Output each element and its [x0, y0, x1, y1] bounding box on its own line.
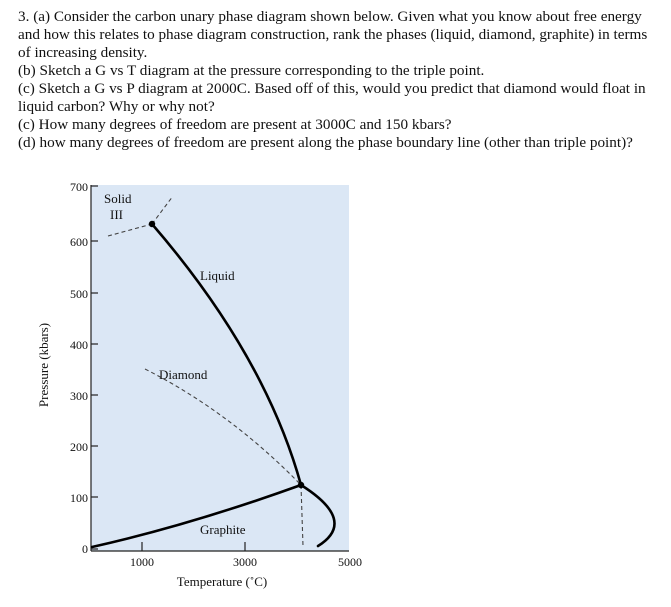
x-axis-label: Temperature (˚C) [177, 574, 267, 589]
y-tick-label-700: 700 [70, 180, 88, 194]
question-part-c2: (c) How many degrees of freedom are pres… [18, 116, 452, 133]
y-axis-label: Pressure (kbars) [36, 323, 51, 407]
y-tick-label-100: 100 [70, 491, 88, 505]
region-label-solid-iii: III [110, 207, 123, 222]
x-tick-label-3000: 3000 [233, 555, 257, 569]
question-part-a: 3. (a) Consider the carbon unary phase d… [18, 8, 648, 61]
question-part-d: (d) how many degrees of freedom are pres… [18, 134, 633, 151]
question-part-b: (b) Sketch a G vs T diagram at the press… [18, 62, 485, 79]
region-label-graphite: Graphite [200, 522, 246, 537]
y-tick-label-400: 400 [70, 338, 88, 352]
solid-iii-upper-boundary [151, 195, 174, 225]
y-tick-label-200: 200 [70, 440, 88, 454]
diamond-graphite-metastable-boundary [144, 368, 302, 486]
solid-iii-diamond-boundary [107, 223, 153, 237]
question-part-c: (c) Sketch a G vs P diagram at 2000C. Ba… [18, 80, 646, 115]
y-tick-label-0: 0 [82, 542, 88, 556]
region-label-solid: Solid [104, 191, 132, 206]
region-label-liquid: Liquid [200, 268, 235, 283]
x-tick-label-5000: 5000 [338, 555, 362, 569]
question-text: 3. (a) Consider the carbon unary phase d… [18, 8, 660, 152]
y-tick-label-600: 600 [70, 235, 88, 249]
y-tick-label-500: 500 [70, 287, 88, 301]
graphite-metastable-extension [300, 484, 304, 547]
plot-area [91, 185, 349, 551]
region-label-diamond: Diamond [159, 367, 208, 382]
graphite-liquid-boundary [299, 483, 336, 548]
diamond-liquid-boundary [150, 222, 303, 487]
x-tick-label-1000: 1000 [130, 555, 154, 569]
y-tick-label-300: 300 [70, 389, 88, 403]
triple-point-solid-iii [148, 220, 156, 228]
triple-point-diamond-graphite-liquid [297, 481, 305, 489]
diamond-graphite-boundary [90, 483, 303, 549]
